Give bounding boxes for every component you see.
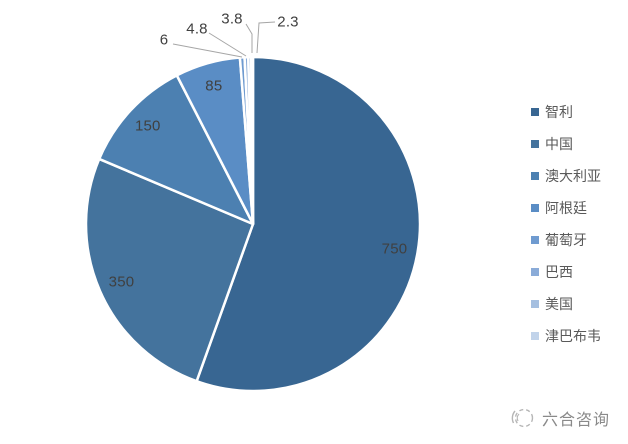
pie-slice-智利 (195, 55, 422, 393)
data-label-津巴布韦: 2.3 (277, 13, 299, 31)
leader-line-津巴布韦 (256, 21, 276, 54)
leader-line-巴西 (208, 32, 247, 57)
legend-swatch (531, 140, 539, 148)
pie-slice-津巴布韦 (249, 55, 255, 226)
data-label-美国: 3.8 (221, 10, 243, 28)
pie-slice-澳大利亚 (97, 74, 255, 226)
legend-item-巴西: 巴西 (531, 264, 601, 280)
legend-swatch (531, 204, 539, 212)
legend-label: 中国 (545, 136, 573, 152)
legend-item-美国: 美国 (531, 296, 601, 312)
legend-item-中国: 中国 (531, 136, 601, 152)
legend-swatch (531, 172, 539, 180)
data-label-智利: 750 (381, 240, 408, 258)
legend-item-澳大利亚: 澳大利亚 (531, 168, 601, 184)
liuhe-logo-icon (511, 408, 534, 428)
legend-swatch (531, 332, 539, 340)
chart-legend: 智利中国澳大利亚阿根廷葡萄牙巴西美国津巴布韦 (531, 104, 601, 360)
leader-line-葡萄牙 (172, 43, 243, 58)
pie-slice-中国 (84, 157, 255, 383)
legend-swatch (531, 236, 539, 244)
legend-swatch (531, 300, 539, 308)
legend-item-津巴布韦: 津巴布韦 (531, 328, 601, 344)
legend-swatch (531, 108, 539, 116)
data-label-巴西: 4.8 (186, 20, 208, 38)
legend-label: 阿根廷 (545, 200, 587, 216)
legend-item-葡萄牙: 葡萄牙 (531, 232, 601, 248)
legend-item-智利: 智利 (531, 104, 601, 120)
legend-label: 巴西 (545, 264, 573, 280)
legend-label: 澳大利亚 (545, 168, 601, 184)
data-label-中国: 350 (108, 273, 135, 291)
data-label-葡萄牙: 6 (159, 31, 169, 49)
legend-swatch (531, 268, 539, 276)
data-label-阿根廷: 85 (205, 77, 223, 95)
watermark: 六合咨询 (508, 404, 610, 432)
legend-label: 葡萄牙 (545, 232, 587, 248)
legend-label: 美国 (545, 296, 573, 312)
data-label-澳大利亚: 150 (134, 117, 161, 135)
legend-label: 智利 (545, 104, 573, 120)
legend-label: 津巴布韦 (545, 328, 601, 344)
watermark-text: 六合咨询 (541, 412, 610, 429)
leader-line-美国 (245, 23, 253, 53)
legend-item-阿根廷: 阿根廷 (531, 200, 601, 216)
